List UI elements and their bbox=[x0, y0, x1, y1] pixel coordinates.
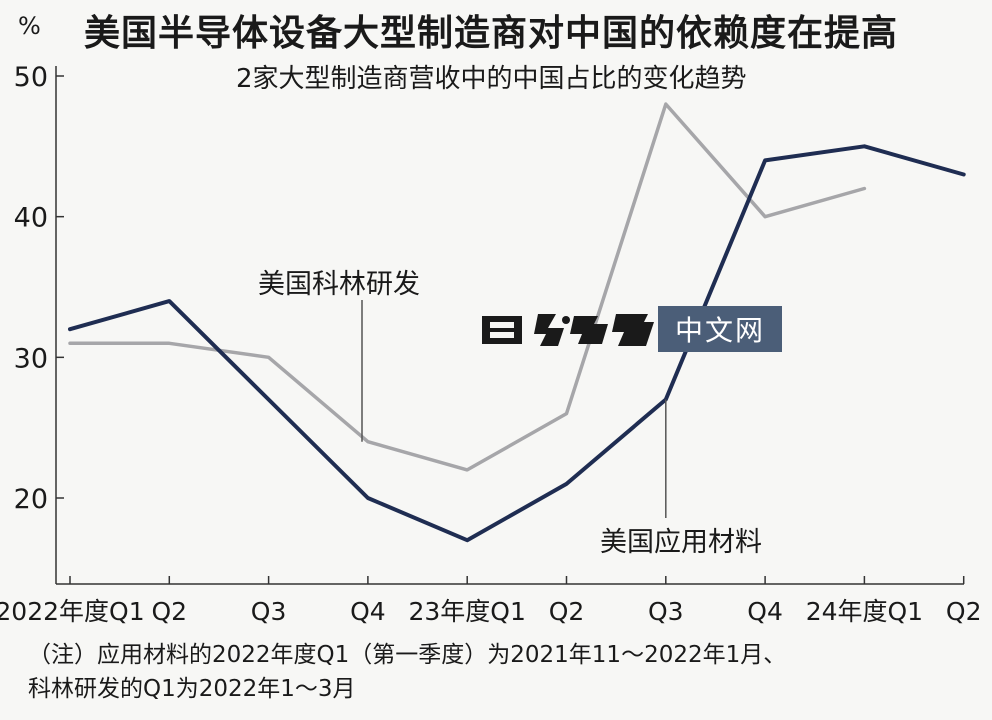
y-axis-unit: % bbox=[18, 12, 41, 40]
series-label-lam-research: 美国科林研发 bbox=[258, 269, 420, 300]
y-tick-label: 40 bbox=[14, 203, 48, 234]
y-tick-label: 30 bbox=[14, 343, 48, 374]
label-leader-lines bbox=[361, 300, 667, 518]
nikkei-logo-mark bbox=[482, 314, 654, 346]
series-label-applied-materials: 美国应用材料 bbox=[600, 527, 762, 558]
x-tick-label: Q2 bbox=[549, 597, 585, 626]
series-line-applied-materials bbox=[68, 144, 966, 543]
y-axis-ticks: 20 30 40 50 bbox=[14, 62, 64, 515]
y-tick-label: 50 bbox=[14, 62, 48, 93]
footnote: （注）应用材料的2022年度Q1（第一季度）为2021年11～2022年1月、 … bbox=[28, 638, 786, 706]
x-tick-label: Q4 bbox=[350, 597, 386, 626]
footnote-line-1: （注）应用材料的2022年度Q1（第一季度）为2021年11～2022年1月、 bbox=[28, 642, 787, 668]
series-line-lam-research bbox=[68, 102, 867, 472]
x-tick-label: 2022年度Q1 bbox=[0, 597, 145, 626]
x-tick-label: 23年度Q1 bbox=[408, 597, 525, 626]
chart-subtitle: 2家大型制造商营收中的中国占比的变化趋势 bbox=[236, 64, 747, 94]
footnote-line-2: 科林研发的Q1为2022年1～3月 bbox=[28, 676, 356, 702]
chart-title: 美国半导体设备大型制造商对中国的依赖度在提高 bbox=[84, 13, 899, 54]
x-tick-label: Q2 bbox=[946, 597, 982, 626]
x-tick-label: Q2 bbox=[152, 597, 188, 626]
nikkei-brand-box: 中文网 bbox=[658, 306, 782, 352]
x-axis-ticks: 2022年度Q1 Q2 Q3 Q4 23年度Q1 Q2 Q3 Q4 24年度Q1 Q2 bbox=[0, 576, 981, 626]
series-lines bbox=[68, 102, 966, 543]
x-tick-label: 24年度Q1 bbox=[806, 597, 923, 626]
y-tick-label: 20 bbox=[14, 484, 48, 515]
x-tick-label: Q4 bbox=[747, 597, 783, 626]
x-tick-label: Q3 bbox=[648, 597, 684, 626]
x-tick-label: Q3 bbox=[251, 597, 287, 626]
